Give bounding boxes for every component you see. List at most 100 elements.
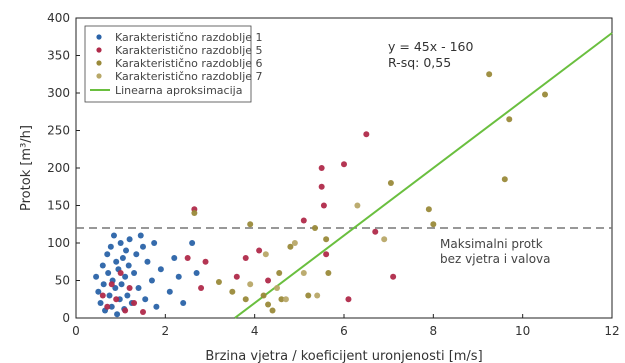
data-point-series-4 [381,236,388,243]
y-tick-label: 350 [47,49,70,63]
data-point-series-3 [276,270,283,276]
data-point-series-1 [107,243,114,250]
x-tick-label: 2 [162,324,170,338]
data-point-series-4 [291,240,298,246]
data-point-series-2 [242,255,249,261]
y-tick-label: 200 [47,161,70,175]
data-point-series-3 [430,221,437,228]
legend-label-series-1: Karakteristično razdoblje 1 [115,31,263,44]
data-point-series-1 [113,258,120,265]
data-point-series-1 [135,285,142,291]
data-point-series-2 [122,307,129,314]
data-point-series-1 [189,240,196,246]
data-point-series-1 [123,247,130,254]
data-point-series-3 [542,91,548,98]
data-point-series-1 [125,262,132,269]
data-point-series-1 [104,251,111,258]
data-point-series-4 [247,281,254,288]
data-point-series-1 [157,266,164,273]
data-point-series-3 [242,296,249,303]
data-point-series-1 [148,277,155,284]
data-point-series-2 [126,285,133,291]
x-tick-label: 10 [515,324,530,338]
data-point-series-1 [118,281,125,288]
data-point-series-1 [144,258,151,265]
data-point-series-2 [323,251,330,258]
x-tick-label: 6 [340,324,348,338]
legend-label-fit: Linearna aproksimacija [115,84,242,97]
data-point-series-1 [93,273,100,280]
data-point-series-1 [131,270,138,276]
data-point-series-3 [278,296,285,303]
data-point-series-2 [341,161,347,168]
data-point-series-4 [314,292,321,299]
data-point-series-3 [325,270,332,276]
data-point-series-3 [387,180,394,186]
data-point-series-1 [108,303,115,310]
data-point-series-3 [260,292,267,299]
data-point-series-1 [180,300,187,306]
data-point-series-1 [124,292,131,299]
x-tick-label: 8 [430,324,438,338]
data-point-series-2 [184,255,191,261]
data-point-series-3 [311,225,318,231]
data-point-series-2 [372,228,379,235]
legend-marker-series-3 [96,60,102,66]
data-point-series-1 [137,232,144,239]
data-point-series-1 [117,240,124,246]
data-point-series-3 [215,279,222,285]
legend-label-series-4: Karakteristično razdoblje 7 [115,70,263,83]
x-tick-label: 4 [251,324,259,338]
legend-marker-series-4 [96,73,102,79]
y-tick-label: 50 [55,274,70,288]
data-point-series-1 [106,292,113,299]
data-point-series-4 [274,285,280,291]
x-tick-label: 0 [72,324,80,338]
data-point-series-1 [126,236,133,243]
y-tick-label: 100 [47,236,70,250]
threshold-label-line1: Maksimalni protk [440,237,543,251]
data-point-series-2 [300,217,307,224]
data-point-series-2 [140,309,146,315]
data-point-series-2 [320,202,327,209]
data-point-series-1 [105,270,112,276]
fit-rsq: R-sq: 0,55 [388,55,451,70]
x-tick-label: 12 [604,324,619,338]
data-point-series-2 [131,300,138,306]
data-point-series-3 [486,71,493,78]
data-point-series-3 [247,221,254,228]
data-point-series-3 [265,301,272,308]
data-point-series-3 [323,236,330,243]
data-point-series-2 [390,273,397,280]
data-point-series-1 [166,288,173,295]
data-point-series-1 [114,311,121,318]
data-point-series-2 [198,285,205,291]
data-point-series-1 [99,262,106,269]
data-point-series-1 [100,281,107,288]
data-point-series-1 [97,300,104,306]
data-point-series-4 [300,270,307,276]
data-point-series-3 [506,116,513,123]
data-point-series-1 [119,255,126,261]
data-point-series-1 [122,273,129,280]
fit-line [234,32,613,319]
threshold-layer: Maksimalni protk bez vjetra i valova [76,227,612,266]
data-point-series-4 [354,202,361,209]
x-axis-label: Brzina vjetra / koeficijent uronjenosti … [205,349,482,363]
y-tick-label: 250 [47,124,70,138]
data-point-series-2 [318,165,325,171]
data-point-series-1 [171,255,178,261]
data-point-series-2 [117,270,124,276]
data-point-series-1 [142,296,149,303]
legend-box [84,25,252,103]
data-point-series-3 [229,288,236,295]
y-tick-label: 0 [62,311,70,325]
data-point-series-2 [202,258,209,265]
data-point-series-2 [113,296,120,303]
data-point-series-2 [363,131,370,138]
data-points [93,71,548,318]
fit-equation: y = 45x - 160 [388,39,473,54]
data-point-series-1 [193,270,200,276]
data-point-series-1 [153,303,160,310]
